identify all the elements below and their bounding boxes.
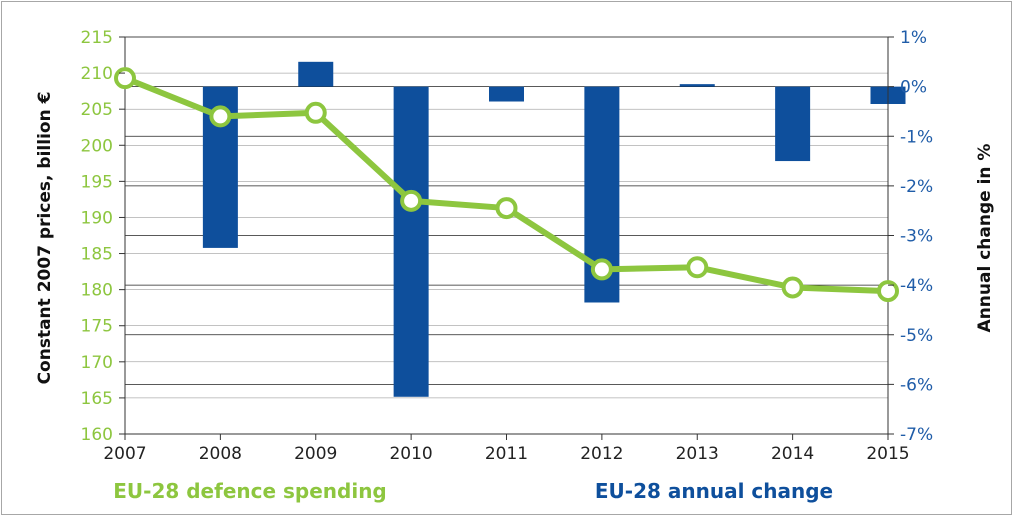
- bar: [679, 84, 715, 87]
- x-tick-label: 2015: [866, 444, 909, 464]
- data-point: [686, 256, 709, 279]
- bar: [298, 61, 334, 87]
- x-tick-label: 2012: [580, 444, 623, 464]
- x-tick-label: 2014: [771, 444, 814, 464]
- data-point: [877, 280, 899, 303]
- data-point: [209, 105, 232, 128]
- left-tick-label: 185: [81, 245, 113, 265]
- right-tick-label: -4%: [900, 276, 933, 296]
- data-point: [781, 276, 804, 299]
- data-point: [114, 67, 136, 90]
- left-tick-label: 200: [81, 136, 113, 156]
- right-tick-label: -6%: [900, 375, 933, 395]
- left-tick-label: 210: [81, 64, 113, 84]
- left-tick-label: 160: [81, 425, 113, 445]
- left-tick-label: 190: [81, 208, 113, 228]
- right-axis-ticks: 1% 0% -1% -2% -3% -4% -5% -6% -7%: [888, 28, 933, 445]
- x-tick-label: 2013: [676, 444, 719, 464]
- bar: [489, 86, 524, 102]
- x-tick-label: 2011: [485, 444, 528, 464]
- bar: [393, 86, 429, 397]
- left-tick-label: 180: [81, 281, 113, 301]
- x-axis-ticks: 2007 2008 2009 2010 2011 2012 2013 2014 2015: [103, 434, 910, 464]
- right-tick-label: -2%: [900, 177, 933, 197]
- right-axis-title: Annual change in %: [975, 144, 995, 333]
- left-tick-label: 165: [81, 389, 113, 409]
- left-tick-label: 215: [81, 28, 113, 48]
- left-axis-ticks: 215 210 205 200 195 190 185 180 175 170 165 160: [81, 28, 125, 445]
- right-tick-label: -1%: [900, 127, 933, 147]
- x-tick-label: 2010: [389, 444, 432, 464]
- series-line: [122, 75, 891, 295]
- right-tick-label: -7%: [900, 425, 933, 445]
- data-point: [495, 197, 518, 220]
- x-tick-label: 2008: [199, 444, 242, 464]
- legend-bar-series: EU-28 annual change: [595, 479, 833, 503]
- left-tick-label: 205: [81, 100, 113, 120]
- x-tick-label: 2007: [103, 444, 146, 464]
- bar: [775, 86, 811, 162]
- left-axis-title: Constant 2007 prices, billion €: [35, 92, 55, 385]
- x-tick-label: 2009: [294, 444, 337, 464]
- data-point: [304, 101, 327, 124]
- right-tick-label: -5%: [900, 326, 933, 346]
- left-tick-label: 195: [81, 172, 113, 192]
- right-tick-label: -3%: [900, 227, 933, 247]
- right-tick-label: 0%: [900, 78, 927, 98]
- left-tick-label: 170: [81, 353, 113, 373]
- data-point: [400, 189, 423, 212]
- legend-line-series: EU-28 defence spending: [113, 479, 387, 503]
- data-point: [590, 258, 613, 281]
- right-tick-label: 1%: [900, 28, 927, 48]
- left-tick-label: 175: [81, 317, 113, 337]
- line-series: [114, 67, 899, 303]
